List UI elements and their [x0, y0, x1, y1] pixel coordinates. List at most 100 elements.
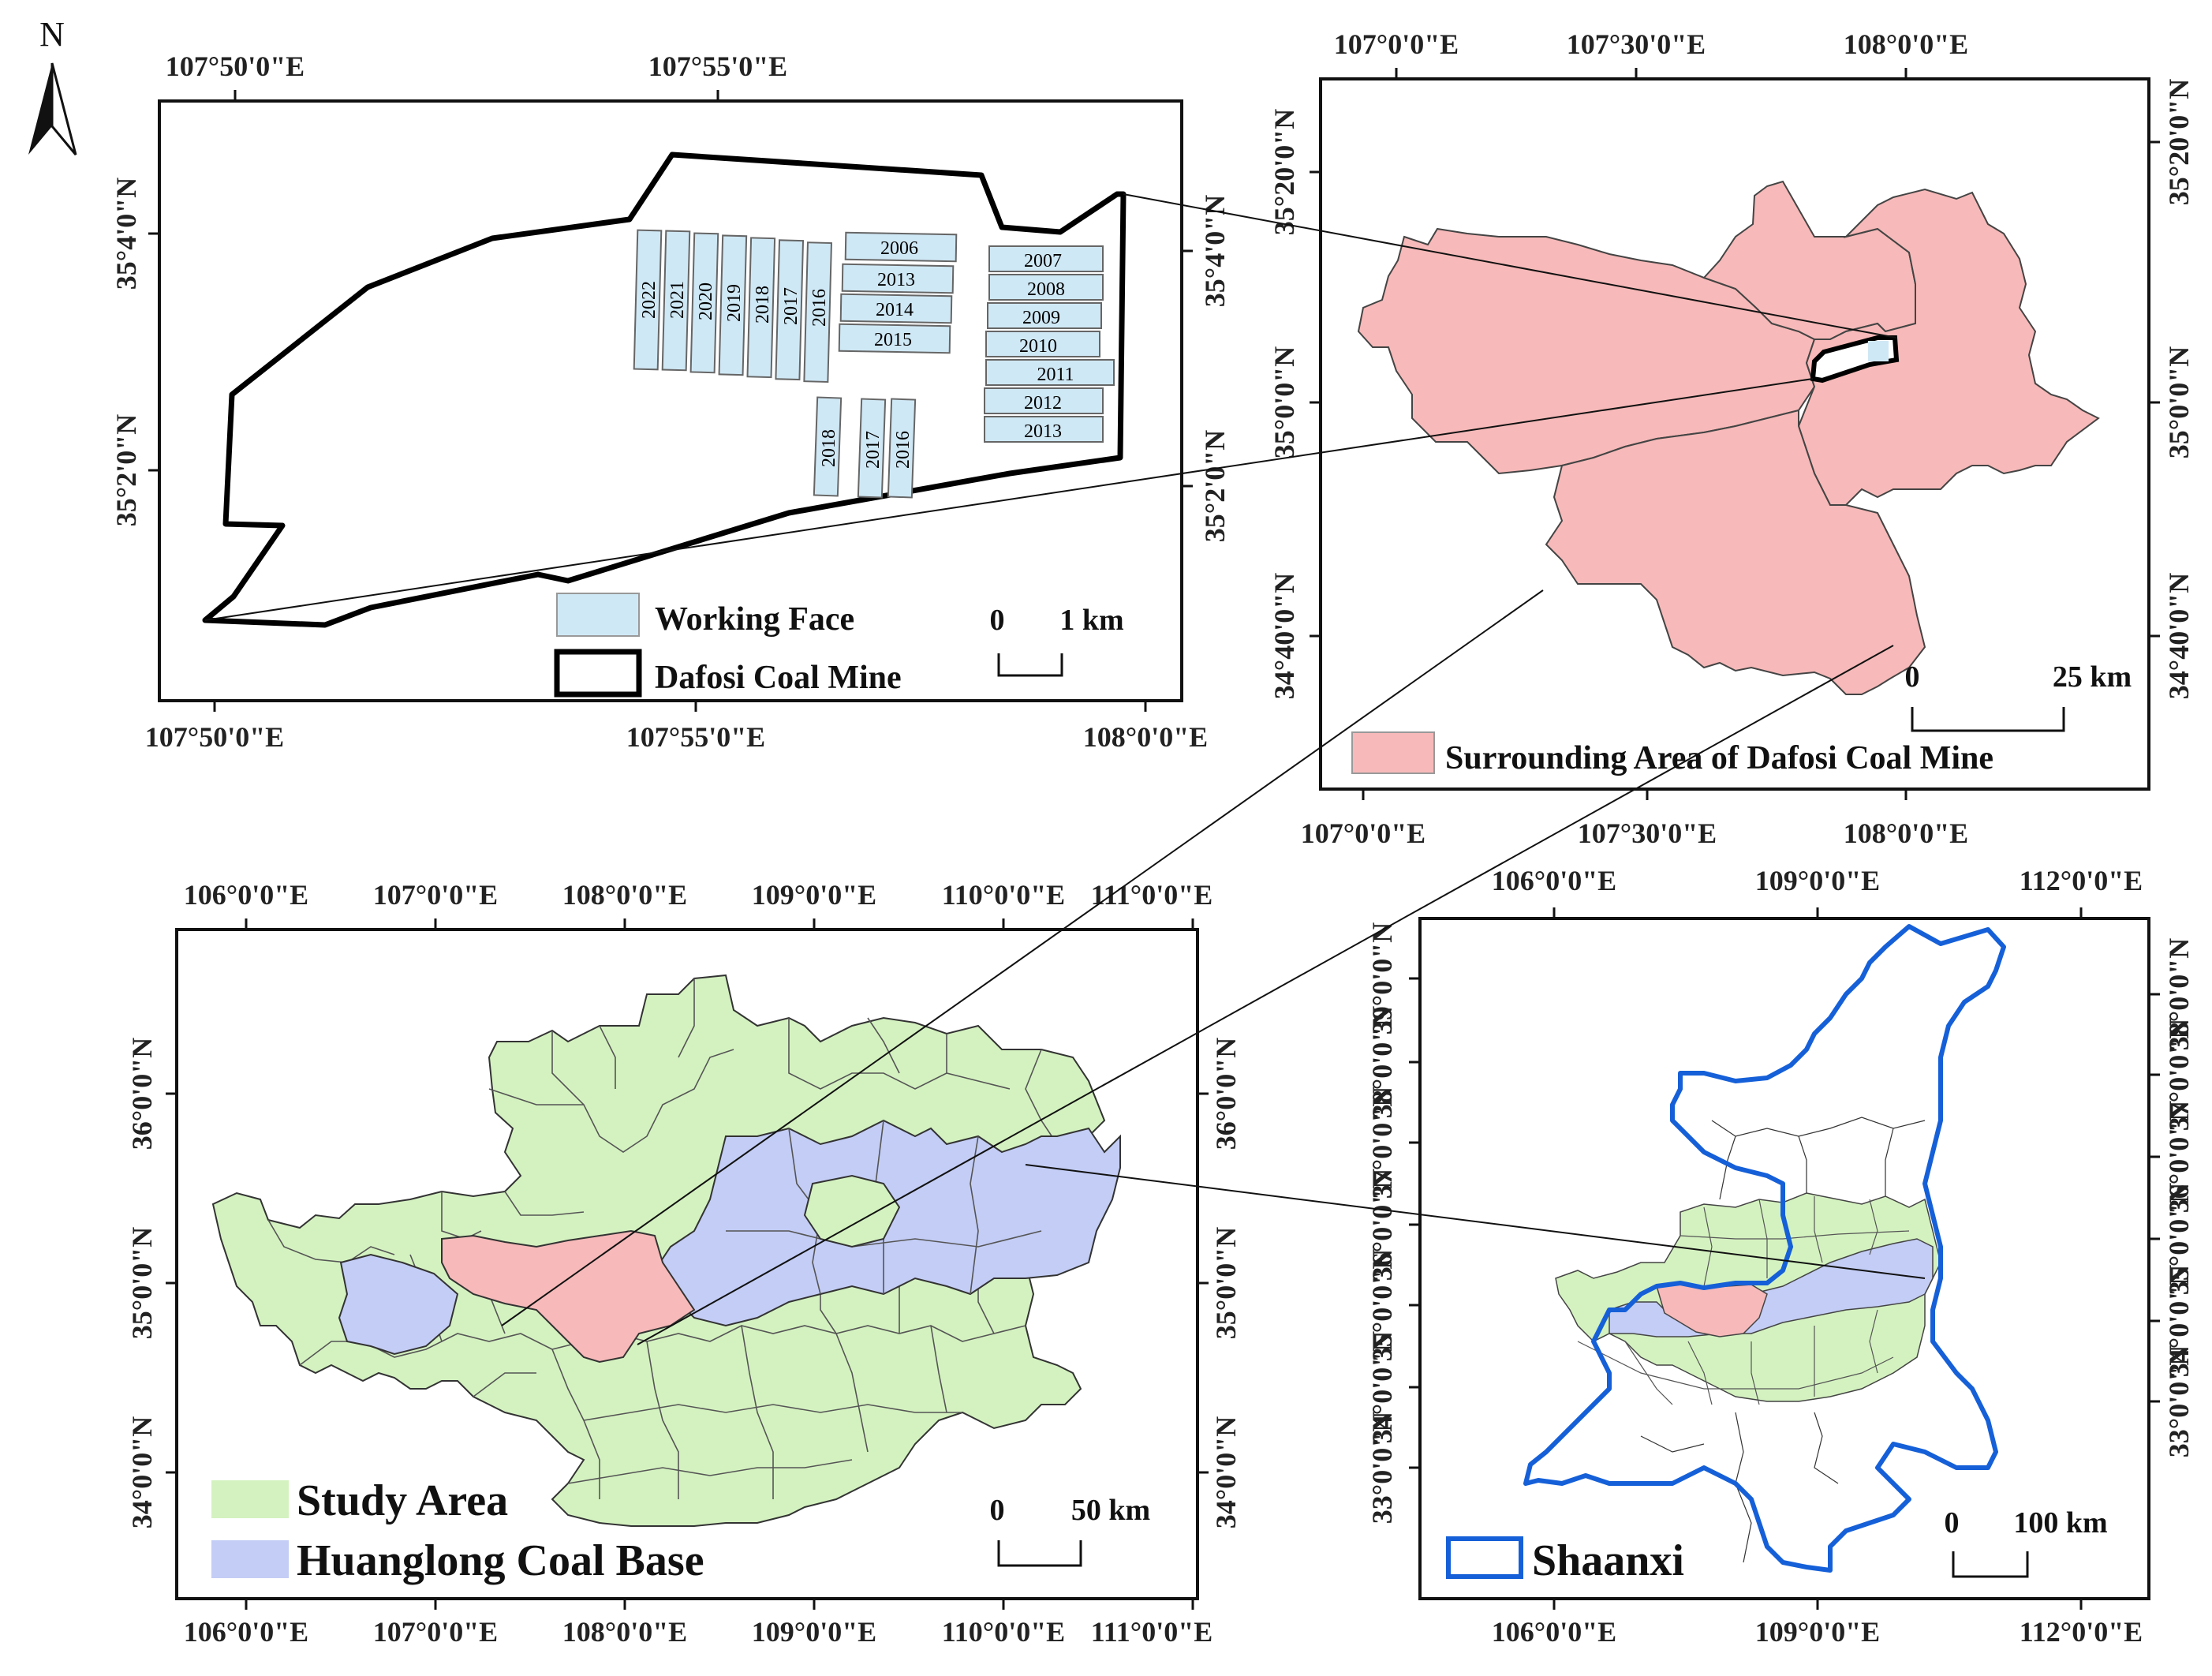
- legend-shaanxi: Shaanxi: [1532, 1536, 1684, 1585]
- panel-b-bottom-tick: 107°0'0"E: [1301, 817, 1425, 849]
- panel-a-bottom-tick: 108°0'0"E: [1083, 721, 1208, 753]
- working-face-year: 2021: [667, 281, 688, 319]
- panel-c-bottom-tick: 111°0'0"E: [1091, 1616, 1212, 1648]
- panel-a-dafosi: 107°50'0"E 107°55'0"E 107°50'0"E 107°55'…: [110, 51, 1231, 753]
- panel-d-scale-bar: 0 100 km: [1945, 1506, 2108, 1578]
- legend-swatch-shaanxi: [1446, 1536, 1523, 1579]
- huanglong-coal-base-west: [338, 1253, 459, 1356]
- scale-end: 50 km: [1071, 1494, 1150, 1527]
- scale-start: 0: [990, 1494, 1005, 1527]
- panel-d-bottom-tick: 109°0'0"E: [1755, 1616, 1880, 1648]
- panel-c-top-tick: 108°0'0"E: [562, 879, 687, 911]
- panel-a-left-tick: 35°2'0"N: [110, 414, 142, 526]
- panel-b-left-tick: 34°40'0"N: [1269, 573, 1300, 699]
- panel-a-top-tick: 107°55'0"E: [648, 51, 787, 82]
- shaanxi-boundary: [1523, 924, 2006, 1573]
- legend-swatch-working-face: [556, 593, 640, 637]
- legend-swatch-mine: [554, 649, 642, 698]
- panel-a-right-tick: 35°2'0"N: [1199, 430, 1231, 542]
- legend-study: Study Area: [297, 1476, 508, 1525]
- shaanxi-county-lines: [1577, 1196, 1910, 1405]
- working-face-year: 2010: [1019, 336, 1057, 357]
- working-face-year: 2009: [1022, 308, 1060, 328]
- panel-d-left-tick: 37°0'0"N: [1366, 1087, 1398, 1199]
- surrounding-counties: [1357, 180, 2100, 695]
- working-face-year: 2018: [819, 429, 839, 467]
- panel-d-left-tick: 35°0'0"N: [1366, 1249, 1398, 1361]
- panel-c-bottom-tick: 106°0'0"E: [184, 1616, 308, 1648]
- scale-start: 0: [1905, 660, 1920, 694]
- panel-a-legend: Working Face Dafosi Coal Mine: [554, 593, 902, 698]
- working-face-year: 2013: [1024, 421, 1062, 442]
- scale-end: 100 km: [2013, 1506, 2107, 1539]
- legend-coal-base: Huanglong Coal Base: [297, 1536, 704, 1585]
- panel-d-right-tick: 38°0'0"N: [2163, 938, 2195, 1050]
- working-face-year: 2007: [1024, 251, 1062, 271]
- panel-b-left-tick: 35°0'0"N: [1269, 346, 1300, 458]
- working-face-year: 2017: [781, 287, 801, 325]
- panel-c-left-tick: 36°0'0"N: [126, 1038, 158, 1150]
- panel-b-right-tick: 34°40'0"N: [2163, 573, 2195, 699]
- working-face-year: 2019: [724, 284, 745, 322]
- panel-d-left-tick: 33°0'0"N: [1366, 1412, 1398, 1524]
- panel-d-left-tick: 39°0'0"N: [1366, 922, 1398, 1034]
- scale-end: 25 km: [2053, 660, 2132, 694]
- panel-d-top-tick: 106°0'0"E: [1492, 865, 1616, 896]
- north-arrow-icon: N: [28, 15, 77, 155]
- panel-d-right-tick: 33°0'0"N: [2163, 1345, 2195, 1457]
- panel-d-right-tick: 37°0'0"N: [2163, 1019, 2195, 1131]
- panel-d-top-tick: 112°0'0"E: [2020, 865, 2143, 896]
- surrounding-area-in-study: [441, 1229, 696, 1364]
- panel-c-right-tick: 34°0'0"N: [1210, 1416, 1242, 1528]
- working-face-year: 2020: [696, 282, 716, 320]
- north-letter: N: [39, 15, 65, 54]
- panel-c-top-tick: 107°0'0"E: [373, 879, 498, 911]
- panel-c-left-tick: 34°0'0"N: [126, 1416, 158, 1528]
- panel-b-scale-bar: 0 25 km: [1905, 660, 2132, 732]
- panel-d-right-tick: 34°0'0"N: [2163, 1265, 2195, 1377]
- panel-a-scale-bar: 0 1 km: [990, 604, 1124, 677]
- working-face-year: 2022: [639, 281, 659, 319]
- working-face-year: 2018: [753, 286, 773, 324]
- panel-d-bottom-tick: 106°0'0"E: [1492, 1616, 1616, 1648]
- panel-c-top-tick: 106°0'0"E: [184, 879, 308, 911]
- panel-d-right-tick: 36°0'0"N: [2163, 1101, 2195, 1213]
- working-face-year: 2015: [874, 330, 912, 350]
- working-faces-vertical: 2022 2021 2020 2019 2018 2017 2016: [633, 229, 832, 383]
- panel-b-bottom-tick: 108°0'0"E: [1844, 817, 1968, 849]
- panel-b-surrounding: 107°0'0"E 107°30'0"E 108°0'0"E 107°0'0"E…: [1269, 28, 2195, 849]
- shaanxi-other-county-lines: [1640, 1117, 1926, 1563]
- panel-a-left-tick: 35°4'0"N: [110, 178, 142, 290]
- panel-c-bottom-tick: 109°0'0"E: [752, 1616, 876, 1648]
- panel-c-scale-bar: 0 50 km: [990, 1494, 1150, 1567]
- scale-start: 0: [1945, 1506, 1960, 1539]
- panel-c-top-tick: 110°0'0"E: [942, 879, 1065, 911]
- panel-d-top-tick: 109°0'0"E: [1755, 865, 1880, 896]
- legend-swatch-surrounding: [1351, 731, 1435, 774]
- panel-d-right-tick: 35°0'0"N: [2163, 1183, 2195, 1295]
- panel-b-right-tick: 35°0'0"N: [2163, 346, 2195, 458]
- working-face-year: 2014: [876, 300, 914, 320]
- panel-b-top-tick: 108°0'0"E: [1844, 28, 1968, 60]
- panel-a-bottom-tick: 107°55'0"E: [626, 721, 765, 753]
- panel-c-left-tick: 35°0'0"N: [126, 1227, 158, 1339]
- panel-b-bottom-tick: 107°30'0"E: [1578, 817, 1717, 849]
- panel-c-top-tick: 111°0'0"E: [1091, 879, 1212, 911]
- panel-d-legend: Shaanxi: [1446, 1536, 1684, 1585]
- legend-working-face: Working Face: [655, 601, 854, 638]
- panel-b-legend: Surrounding Area of Dafosi Coal Mine: [1351, 731, 1993, 776]
- panel-c-right-tick: 36°0'0"N: [1210, 1038, 1242, 1150]
- scale-end: 1 km: [1059, 604, 1123, 637]
- panel-b-left-tick: 35°20'0"N: [1269, 109, 1300, 235]
- working-face-year: 2006: [880, 238, 918, 259]
- legend-swatch-coal-base: [211, 1540, 289, 1578]
- panel-c-bottom-tick: 107°0'0"E: [373, 1616, 498, 1648]
- panel-c-top-tick: 109°0'0"E: [752, 879, 876, 911]
- scale-start: 0: [990, 604, 1005, 637]
- working-face-year: 2013: [877, 270, 915, 290]
- working-face-year: 2008: [1027, 279, 1065, 300]
- panel-d-left-tick: 36°0'0"N: [1366, 1169, 1398, 1281]
- legend-swatch-study: [211, 1480, 289, 1518]
- panel-a-bottom-tick: 107°50'0"E: [145, 721, 284, 753]
